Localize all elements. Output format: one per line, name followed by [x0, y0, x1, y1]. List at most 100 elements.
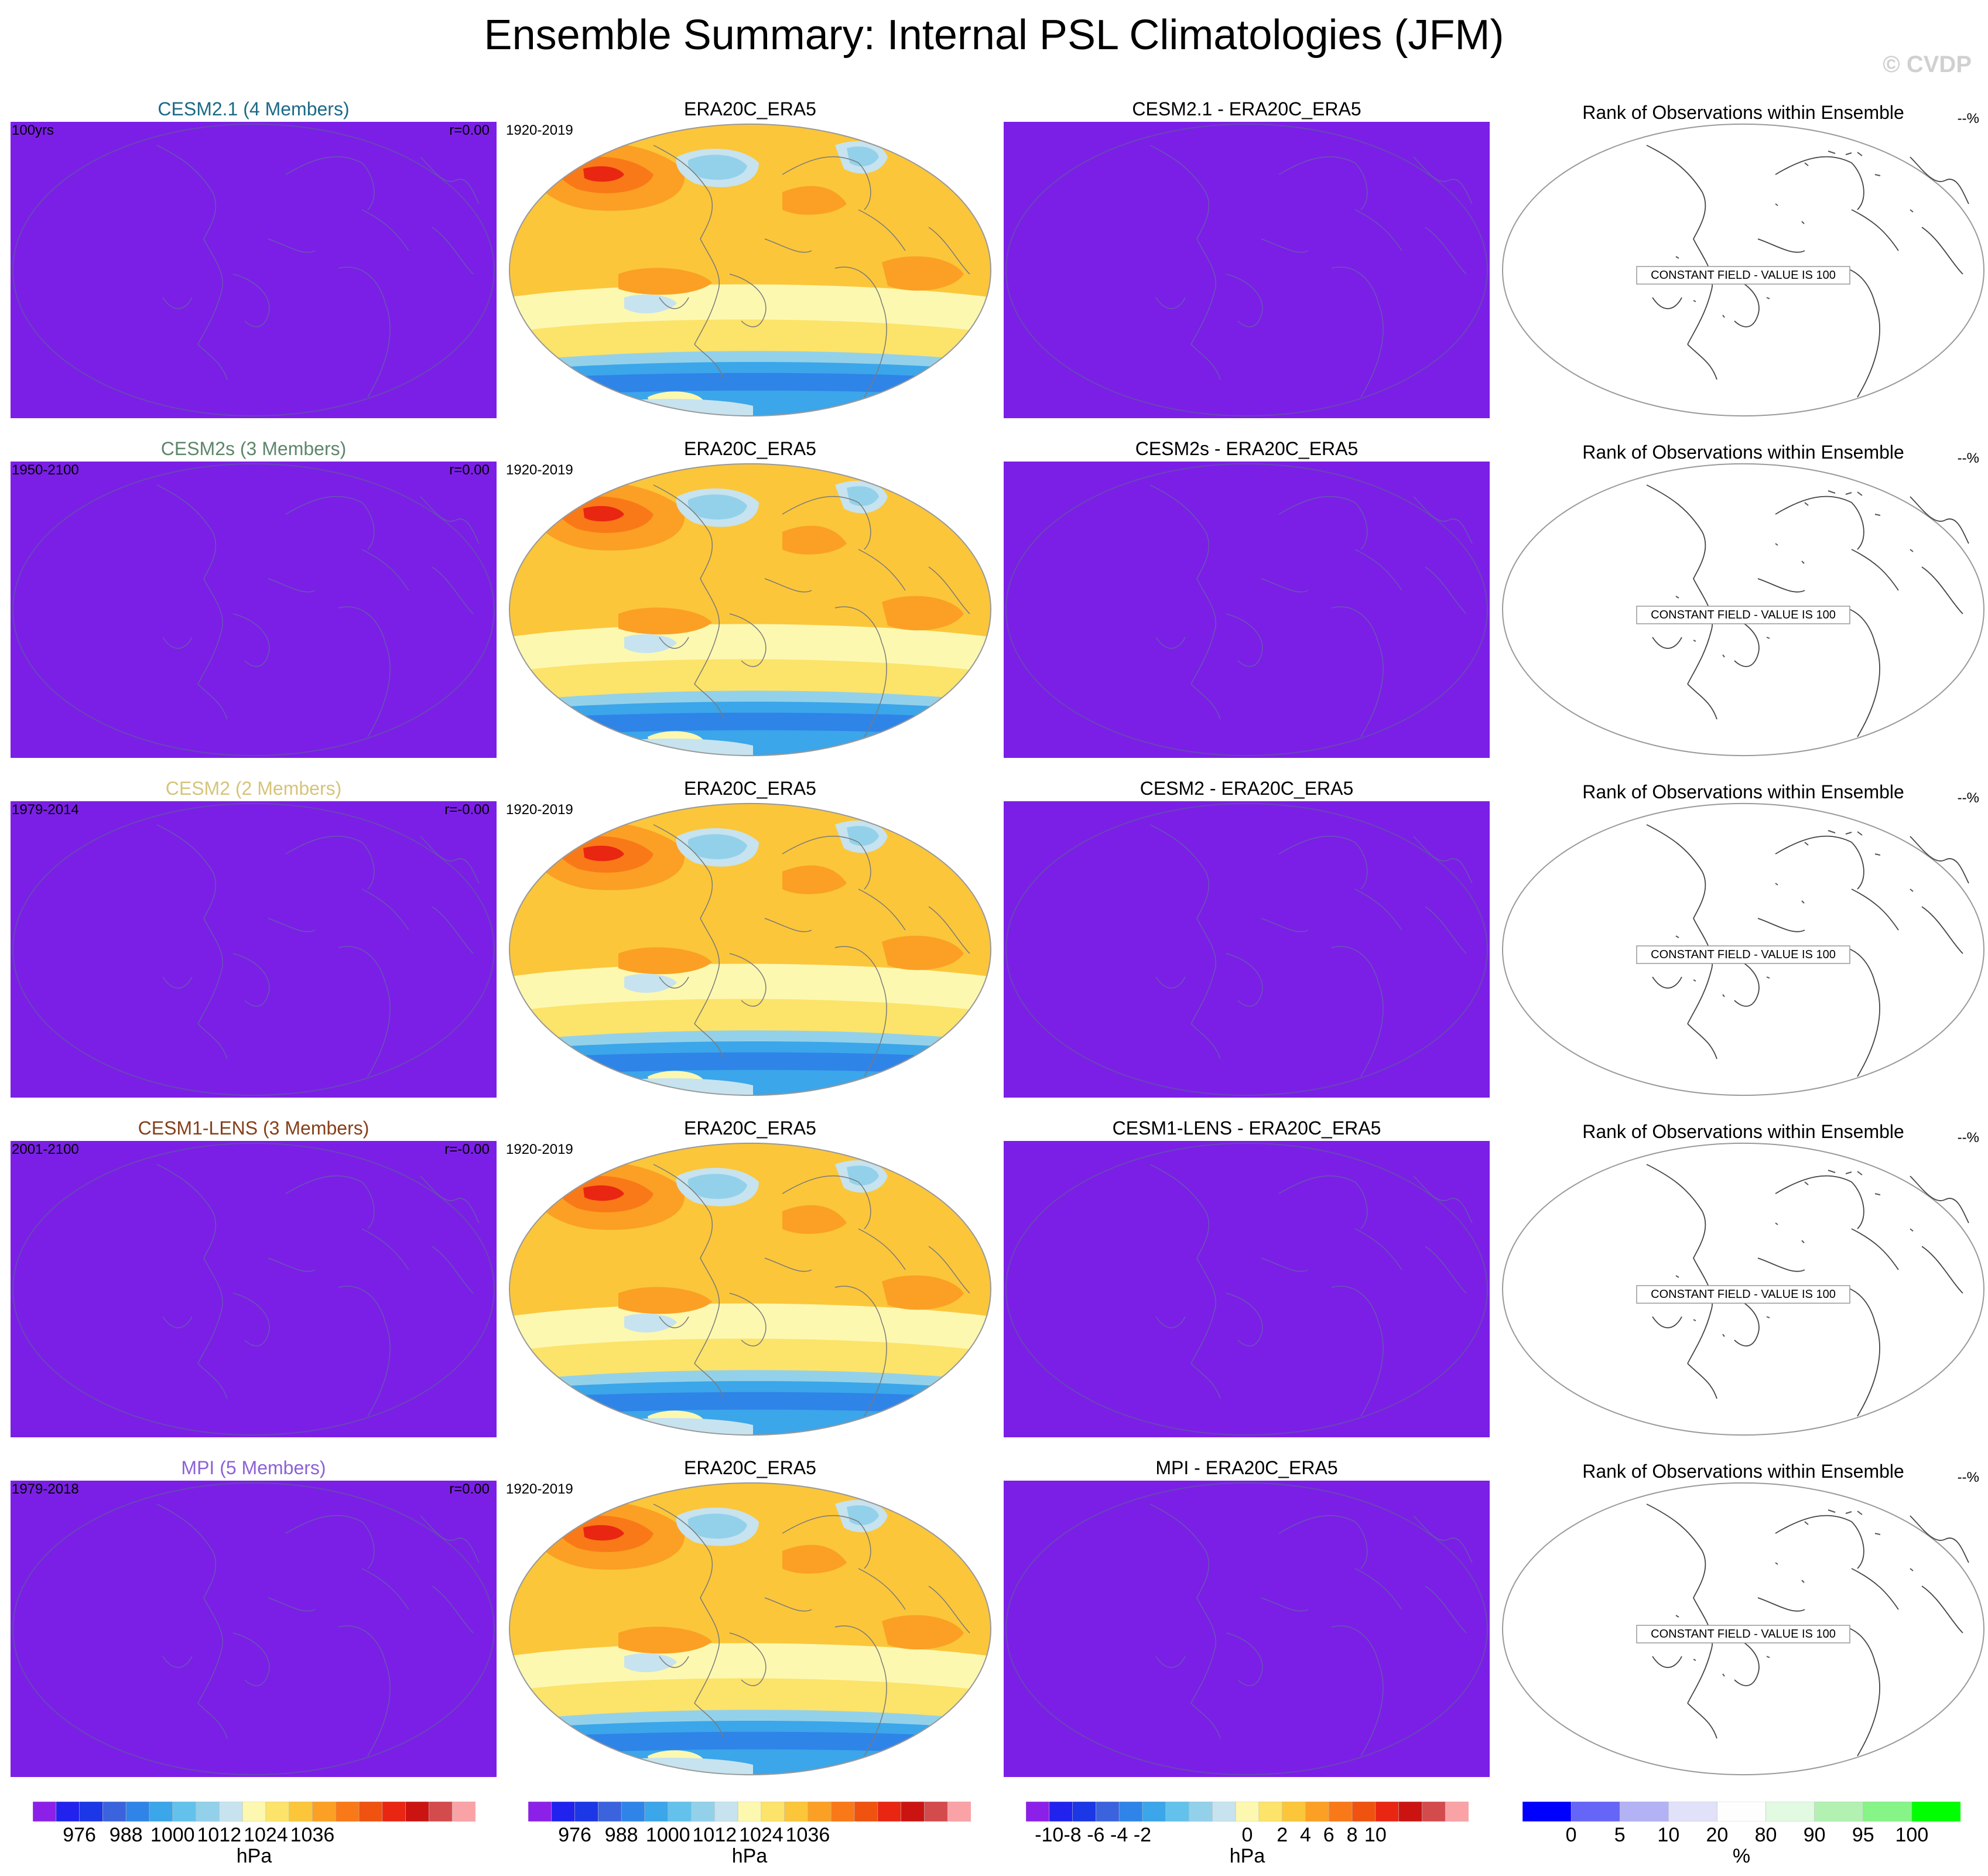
coastline [1278, 496, 1368, 550]
rank-map-panel: CONSTANT FIELD - VALUE IS 100 [1501, 1482, 1985, 1775]
coastline [285, 1515, 375, 1569]
psl-contour-fill [509, 1482, 991, 1775]
colorbar-swatch [807, 1802, 832, 1822]
coastline [1226, 613, 1263, 667]
coastlines [1149, 1164, 1473, 1417]
coastline [1425, 566, 1467, 614]
colorbar-swatch [947, 1802, 971, 1822]
uniform-field [11, 1141, 497, 1437]
coastline [197, 1023, 228, 1060]
constant-field-label: CONSTANT FIELD - VALUE IS 100 [1651, 269, 1836, 282]
coastline [156, 1503, 224, 1704]
rank-contour-mark [1766, 637, 1770, 639]
coastline [1331, 1625, 1384, 1757]
coastline [432, 227, 474, 275]
coastline [1354, 209, 1402, 251]
coastlines [1646, 1503, 1969, 1757]
diff-panel-title: CESM2 - ERA20C_ERA5 [1140, 778, 1354, 799]
uniform-field [11, 462, 497, 758]
coastline [1354, 549, 1402, 591]
coastline [764, 1257, 812, 1272]
coastline [928, 906, 970, 954]
coastline [1278, 1515, 1368, 1569]
coastline [1757, 1257, 1805, 1272]
coastline [268, 1597, 316, 1612]
model-map-panel [11, 1481, 497, 1777]
psl-contour-region [618, 607, 712, 635]
coastline [1921, 227, 1963, 275]
obs-panel-title: ERA20C_ERA5 [684, 778, 816, 799]
coastline [1155, 297, 1186, 309]
psl-contour-region [509, 1731, 991, 1756]
colorbar-swatch [691, 1802, 716, 1822]
rank-contour-mark [1722, 315, 1725, 318]
rank-contour-mark [1722, 1334, 1725, 1337]
coastline [653, 1164, 720, 1364]
rank-contour-mark [1874, 1193, 1881, 1195]
map-boundary [1005, 803, 1489, 1096]
rank-contour-mark [1804, 162, 1809, 166]
colorbar-unit-label: % [1732, 1845, 1751, 1867]
coastline [1687, 1703, 1717, 1739]
coastline [1687, 344, 1717, 380]
rank-panel-title: Rank of Observations within Ensemble [1582, 442, 1904, 463]
psl-contour-region [509, 1052, 991, 1077]
coastline [834, 606, 887, 737]
coastline [1354, 889, 1402, 931]
coastline [858, 549, 906, 591]
coastline [1775, 1515, 1864, 1569]
coastline [659, 976, 689, 989]
coastline [1646, 1164, 1713, 1364]
colorbar-swatch [1351, 1802, 1376, 1822]
coastline [1226, 1293, 1263, 1347]
rank-contour-mark [1845, 152, 1852, 155]
colorbar-swatch [1235, 1802, 1260, 1822]
model-panel-title: MPI (5 Members) [181, 1457, 326, 1478]
coastline [156, 1164, 224, 1364]
colorbar-swatch [1911, 1802, 1960, 1822]
rank-contour-mark [1675, 256, 1679, 259]
rank-contour-mark [1845, 492, 1852, 495]
colorbar-swatch [312, 1802, 337, 1822]
map-boundary [12, 463, 495, 756]
coastline [1775, 496, 1864, 550]
colorbar-tick-label: 0 [1241, 1824, 1253, 1846]
colorbar-tick-label: -4 [1110, 1824, 1128, 1846]
coastline [653, 1503, 720, 1704]
psl-contour-region [509, 373, 991, 397]
colorbar-tick-label: 4 [1300, 1824, 1311, 1846]
model-panel-title: CESM1-LENS (3 Members) [138, 1118, 369, 1139]
model-map-panel [11, 1141, 497, 1437]
rank-contour-mark [1828, 490, 1836, 494]
psl-contour-region [618, 1287, 712, 1314]
coastline [1921, 1585, 1963, 1634]
coastline [1413, 156, 1473, 204]
coastline [782, 1515, 871, 1569]
coastline [1921, 906, 1963, 954]
coastline [653, 824, 720, 1024]
coastline [1851, 889, 1899, 931]
colorbar-swatch [598, 1802, 622, 1822]
obs-map-panel [508, 1482, 992, 1775]
coastline [1155, 1656, 1186, 1668]
uniform-field [11, 1481, 497, 1777]
coastlines [1149, 145, 1473, 398]
coastline [1851, 549, 1899, 591]
coastline [1226, 274, 1263, 327]
coastline [1652, 1656, 1682, 1668]
psl-contour-region [687, 1513, 747, 1539]
colorbar-unit-label: hPa [1229, 1845, 1265, 1867]
coastline [361, 889, 409, 931]
coastline [928, 227, 970, 275]
coastline [1851, 1568, 1899, 1610]
diff-map-panel [1004, 122, 1490, 418]
coastline [361, 549, 409, 591]
psl-contour-region [583, 1525, 624, 1541]
constant-field-box [1636, 1625, 1850, 1643]
rank-contour-mark [1801, 221, 1805, 224]
colorbar-tick-label: 988 [604, 1824, 638, 1846]
colorbar-swatch [1026, 1802, 1050, 1822]
coastline [653, 484, 720, 685]
psl-contour-region [509, 999, 991, 1041]
coastlines [156, 1503, 480, 1757]
